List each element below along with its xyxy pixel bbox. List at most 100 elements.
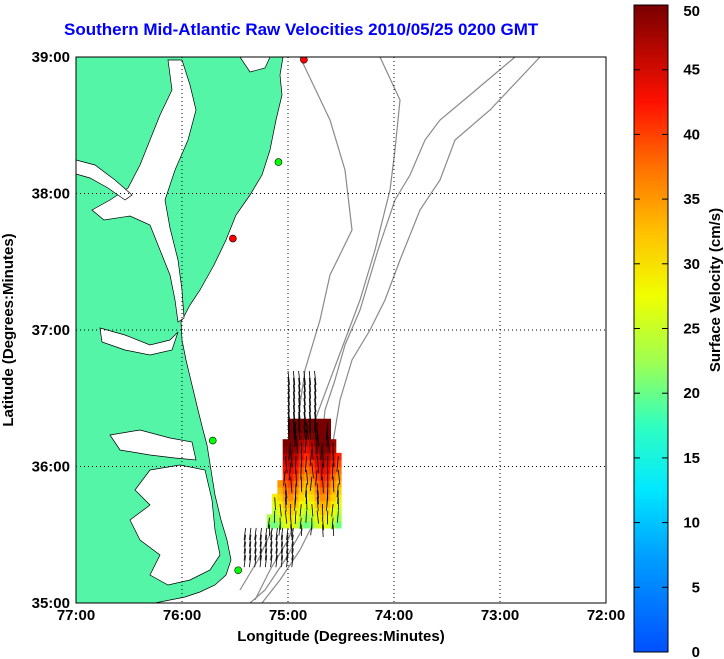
- albemarle-sound: [109, 429, 197, 461]
- velocity-vector: [274, 497, 276, 511]
- colorbar-tick-label: 15: [683, 450, 700, 467]
- y-tick-labels: 39:00 38:00 37:00 36:00 35:00: [32, 49, 70, 612]
- velocity-cell: [309, 432, 316, 440]
- colorbar-tick-label: 30: [683, 256, 700, 273]
- velocity-cell: [293, 521, 300, 529]
- colorbar-tick-label: 50: [683, 3, 700, 20]
- velocity-cell: [309, 493, 316, 502]
- velocity-vector: [303, 370, 306, 385]
- velocity-cell: [282, 459, 289, 468]
- velocity-vector: [286, 555, 289, 568]
- velocity-cell: [288, 486, 294, 495]
- velocity-cell: [330, 486, 337, 495]
- velocity-vector: [295, 469, 297, 487]
- velocity-vector: [290, 476, 293, 493]
- velocity-vector: [284, 490, 288, 505]
- velocity-vector: [308, 384, 312, 399]
- velocity-vector: [309, 476, 313, 492]
- velocity-vector: [303, 405, 306, 420]
- y-axis-label: Latitude (Degrees:Minutes): [0, 233, 17, 426]
- x-tick-labels: 77:00 76:00 75:00 74:00 73:00 72:00: [57, 607, 625, 624]
- velocity-cell: [319, 493, 326, 502]
- velocity-vector: [290, 524, 293, 537]
- velocity-vector: [320, 463, 323, 481]
- station-marker: [208, 436, 217, 445]
- velocity-vector: [295, 483, 297, 499]
- velocity-vector: [311, 504, 314, 517]
- velocity-vector: [337, 469, 341, 485]
- velocity-vector: [275, 527, 278, 540]
- velocity-vector: [292, 377, 296, 392]
- velocity-vector: [264, 548, 268, 561]
- velocity-vector: [292, 425, 296, 440]
- velocity-vector: [337, 490, 339, 504]
- y-tick-label: 37:00: [32, 322, 70, 339]
- velocity-vector: [308, 405, 312, 420]
- velocity-cell: [325, 446, 331, 454]
- chesapeake-bay: [91, 59, 197, 323]
- velocity-vector: [299, 517, 302, 530]
- velocity-vector: [314, 418, 317, 433]
- velocity-cell: [282, 521, 289, 529]
- velocity-vector: [291, 555, 294, 568]
- velocity-vector: [284, 497, 287, 512]
- velocity-vector: [305, 510, 307, 523]
- velocity-cell: [282, 446, 289, 454]
- velocity-vector: [294, 510, 297, 525]
- station-marker: [229, 234, 237, 243]
- velocity-cell: [309, 452, 316, 461]
- velocity-cell: [293, 459, 300, 468]
- velocity-cell: [309, 425, 316, 433]
- velocity-vector: [279, 503, 282, 517]
- velocity-vector: [325, 422, 329, 440]
- velocity-vector: [290, 449, 293, 468]
- velocity-vector: [259, 534, 262, 547]
- velocity-cell: [277, 486, 284, 495]
- velocity-cell: [272, 521, 278, 529]
- velocity-cell: [330, 507, 337, 515]
- velocity-vector: [243, 555, 246, 568]
- velocity-vector: [291, 534, 294, 547]
- velocity-vector: [259, 555, 262, 568]
- velocity-vector: [275, 555, 278, 568]
- velocity-vector: [331, 503, 334, 517]
- y-tick-label: 36:00: [32, 459, 70, 476]
- velocity-vector: [314, 405, 317, 420]
- velocity-cell: [314, 514, 321, 522]
- velocity-vector: [326, 428, 329, 448]
- colorbar-tick-label: 40: [683, 126, 700, 143]
- colorbar-tick-label: 35: [683, 191, 700, 208]
- velocity-vector: [303, 377, 306, 392]
- velocity-vector: [311, 442, 314, 460]
- velocity-vector: [298, 411, 301, 426]
- velocity-vector: [287, 398, 290, 413]
- velocity-cell: [309, 486, 316, 495]
- velocity-vector: [264, 555, 268, 568]
- velocity-cell: [282, 439, 289, 447]
- x-tick-label: 74:00: [375, 607, 413, 624]
- velocity-vector: [292, 418, 296, 433]
- velocity-vector: [292, 370, 296, 385]
- velocity-vector: [294, 456, 297, 474]
- x-axis-label: Longitude (Degrees:Minutes): [237, 628, 445, 645]
- velocity-cell: [282, 473, 289, 481]
- velocity-cell: [303, 521, 310, 529]
- velocity-vector: [243, 534, 246, 547]
- velocity-cell: [319, 466, 326, 474]
- velocity-cell: [282, 514, 289, 522]
- velocity-vector: [284, 483, 288, 499]
- velocity-vector: [303, 384, 306, 399]
- velocity-vector: [314, 391, 317, 406]
- velocity-vector: [332, 476, 335, 492]
- station-marker: [300, 57, 308, 64]
- delaware-bay: [239, 57, 271, 73]
- velocity-vector: [327, 435, 331, 454]
- velocity-vector: [278, 524, 281, 536]
- velocity-vector: [286, 527, 289, 540]
- velocity-vector: [322, 517, 325, 531]
- velocity-vector: [311, 463, 314, 479]
- colorbar-tick-label: 5: [692, 579, 700, 596]
- velocity-vector: [337, 510, 339, 523]
- y-tick-label: 35:00: [32, 595, 70, 612]
- velocity-vector: [336, 483, 339, 498]
